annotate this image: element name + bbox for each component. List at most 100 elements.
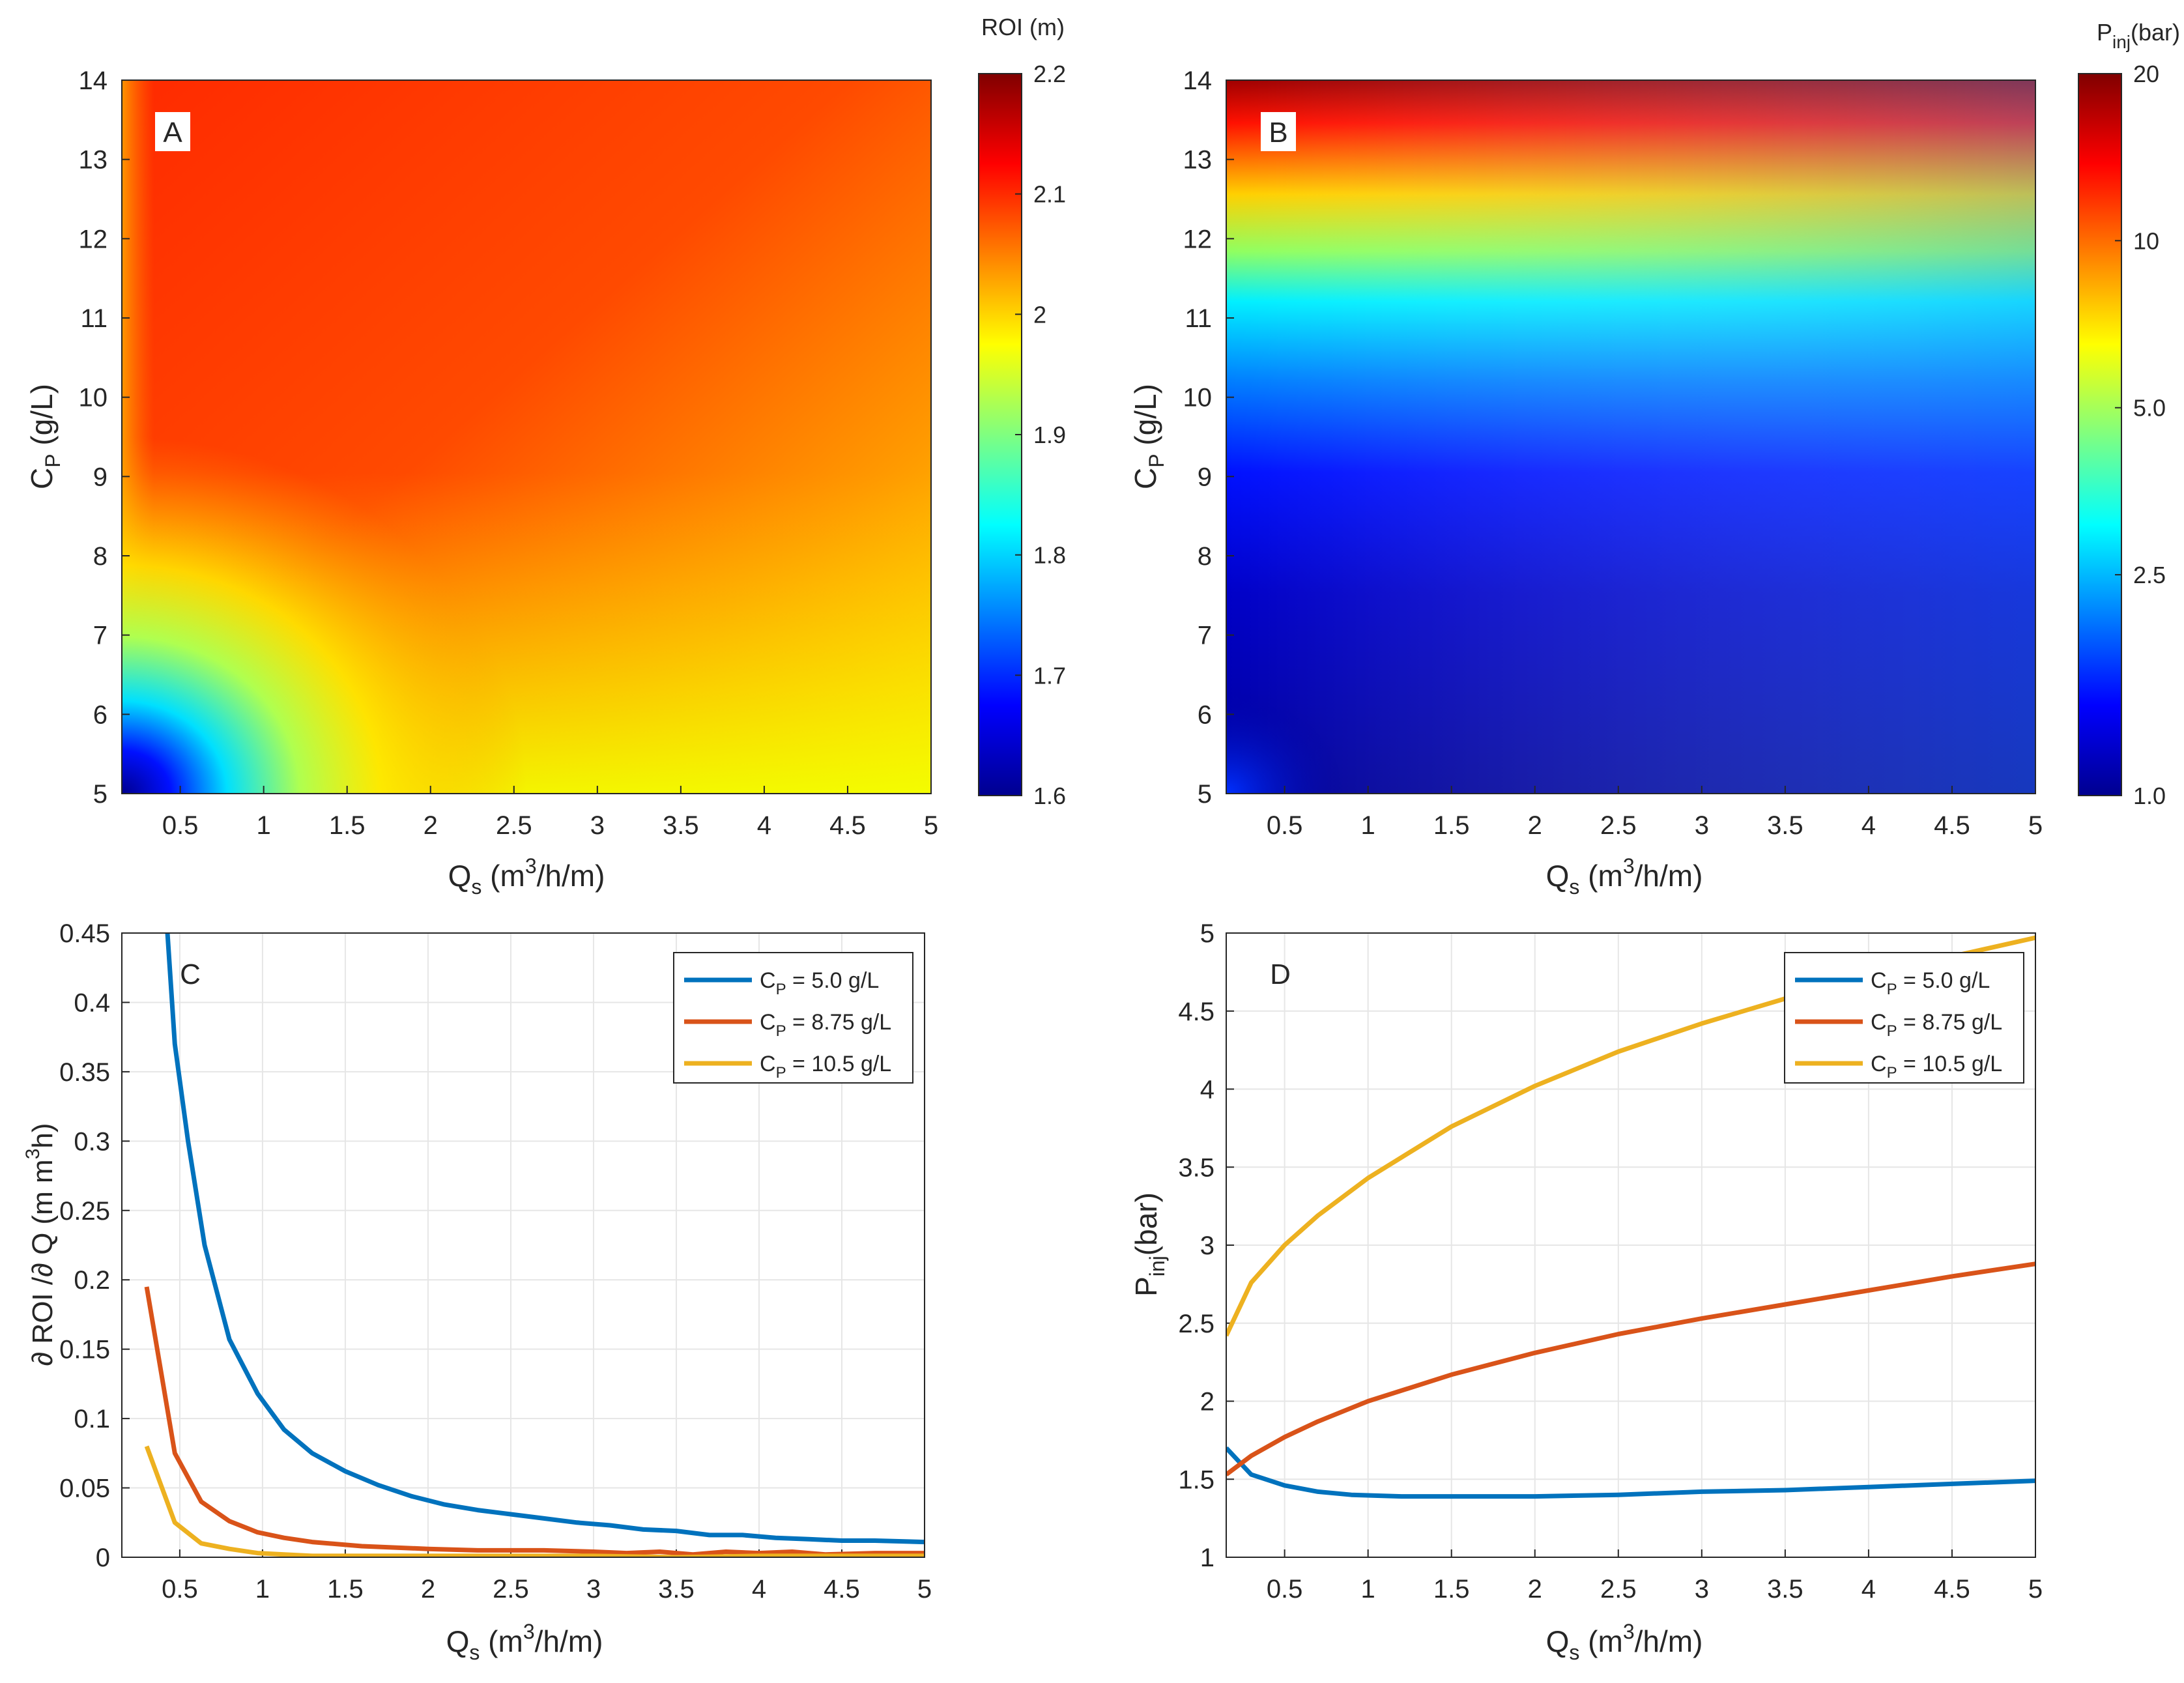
colorbar-b-tick-label: 2.5: [2133, 562, 2166, 588]
c-series-2: [144, 1445, 925, 1557]
colorbar-b-tick-label: 20: [2133, 61, 2159, 87]
a-ytick-label: 7: [93, 622, 108, 650]
colorbar-a-title: ROI (m): [981, 14, 1065, 40]
b-ytick-label: 13: [1183, 146, 1213, 175]
c-ytick-label: 0: [96, 1544, 110, 1572]
panel-label-b: B: [1261, 112, 1296, 151]
b-xtick-label: 3.5: [1767, 811, 1803, 840]
colorbar-a-tick-label: 2.1: [1033, 181, 1066, 208]
colorbar-a: [978, 73, 1022, 796]
ylabel-c: ∂ ROI /∂ Q (m m3h): [22, 1123, 59, 1366]
d-ytick-label: 2: [1200, 1388, 1214, 1417]
c-xtick-label: 3.5: [658, 1575, 695, 1604]
d-xtick-label: 2: [1528, 1575, 1542, 1604]
b-ytick-label: 10: [1183, 384, 1213, 412]
panel-label-c: C: [180, 958, 201, 990]
b-xtick-label: 2.5: [1600, 811, 1637, 840]
c-xtick-label: 0.5: [162, 1575, 198, 1604]
a-ytick-label: 10: [79, 384, 108, 412]
panel-d: 0.5 1 1.5 2 2.5 3 3.5 4 4.5 511.522.533.544.55 D …: [1129, 919, 2043, 1664]
a-ytick-label: 13: [79, 146, 108, 175]
panel-label-a-text: A: [163, 117, 182, 149]
b-ytick-label: 5: [1198, 780, 1212, 809]
d-xtick-label: 4.5: [1934, 1575, 1970, 1604]
colorbar-b-title: Pinj(bar): [2097, 19, 2180, 52]
b-xtick-label: 2: [1528, 811, 1542, 840]
d-legend-entry: CP = 5.0 g/L: [1871, 968, 1990, 998]
d-legend-entry: CP = 8.75 g/L: [1871, 1010, 2002, 1040]
a-xtick-label: 2: [424, 811, 438, 840]
c-series-0: [165, 933, 925, 1545]
xlabel-d: Qs (m3/h/m): [1546, 1620, 1703, 1664]
a-xtick-label: 4: [757, 811, 771, 840]
c-legend-entry: CP = 8.75 g/L: [760, 1010, 891, 1040]
d-xtick-label: 2.5: [1600, 1575, 1637, 1604]
c-series-1: [144, 1286, 925, 1557]
c-legend-entry: CP = 10.5 g/L: [760, 1052, 891, 1082]
b-xtick-label: 4.5: [1934, 811, 1970, 840]
a-xtick-label: 3: [590, 811, 605, 840]
c-xtick-label: 3: [586, 1575, 601, 1604]
colorbar-b-tick-label: 5.0: [2133, 395, 2166, 422]
panel-a: 0.5 1 1.5 2 2.5 3 3.5 4 4.5 5 5 6 7 8 9 10 11 12 13 14 A Qs…: [25, 14, 1066, 899]
c-ytick-label: 0.15: [59, 1336, 110, 1364]
c-xtick-label: 4: [752, 1575, 766, 1604]
c-ytick-label: 0.4: [74, 988, 110, 1017]
a-ytick-label: 8: [93, 542, 108, 571]
legend-d: CP = 5.0 g/L CP = 8.75 g/L CP = 10.5 g/L: [1784, 952, 2024, 1084]
a-xtick-label: 3.5: [663, 811, 699, 840]
a-ytick-label: 9: [93, 463, 108, 491]
xlabel-b: Qs (m3/h/m): [1546, 854, 1703, 899]
axes-box-c: [121, 932, 925, 1558]
d-xtick-label: 1: [1361, 1575, 1375, 1604]
a-xtick-label: 0.5: [162, 811, 199, 840]
colorbar-a-tick-label: 1.6: [1033, 783, 1066, 809]
a-ytick-label: 14: [79, 66, 108, 95]
d-ytick-label: 1.5: [1178, 1465, 1214, 1494]
b-xtick-label: 3: [1695, 811, 1709, 840]
c-xtick-label: 1.5: [327, 1575, 364, 1604]
b-ytick-label: 12: [1183, 225, 1213, 253]
a-xtick-label: 4.5: [829, 811, 866, 840]
c-ytick-label: 0.35: [59, 1058, 110, 1087]
a-ytick-label: 6: [93, 700, 108, 729]
d-series-1: [1226, 1261, 2035, 1476]
ylabel-d: Pinj(bar): [1129, 1192, 1169, 1297]
colorbar-b-tick-label: 1.0: [2133, 783, 2166, 809]
colorbar-b: [2078, 73, 2122, 796]
a-xtick-label: 5: [924, 811, 938, 840]
d-xtick-label: 5: [2028, 1575, 2043, 1604]
b-xtick-label: 4: [1861, 811, 1876, 840]
xlabel-c: Qs (m3/h/m): [446, 1620, 603, 1664]
b-xtick-label: 1.5: [1433, 811, 1470, 840]
d-ytick-label: 3.5: [1178, 1153, 1214, 1182]
d-xtick-label: 3: [1695, 1575, 1709, 1604]
c-ytick-label: 0.45: [59, 919, 110, 948]
d-ytick-label: 1: [1200, 1544, 1214, 1572]
heatmap-b-corner: [1226, 80, 2035, 794]
d-series-0: [1226, 1446, 2035, 1499]
panel-label-b-text: B: [1269, 117, 1287, 149]
c-xtick-label: 2.5: [493, 1575, 529, 1604]
colorbar-a-tick-label: 2: [1033, 301, 1046, 328]
d-ytick-label: 5: [1200, 919, 1214, 948]
panel-label-a: A: [155, 112, 190, 151]
xlabel-a: Qs (m3/h/m): [448, 854, 605, 899]
legend-c: CP = 5.0 g/L CP = 8.75 g/L CP = 10.5 g/L: [673, 952, 913, 1084]
d-legend-entry: CP = 10.5 g/L: [1871, 1052, 2002, 1082]
c-ytick-label: 0.1: [74, 1405, 110, 1433]
ylabel-a: CP (g/L): [25, 384, 65, 489]
b-ytick-label: 7: [1198, 622, 1212, 650]
panel-label-d: D: [1270, 958, 1291, 990]
c-ytick-label: 0.2: [74, 1266, 110, 1295]
d-xtick-label: 1.5: [1433, 1575, 1470, 1604]
b-xtick-label: 5: [2028, 811, 2043, 840]
colorbar-a-tick-label: 1.9: [1033, 422, 1066, 448]
axes-box-d: [1226, 932, 2036, 1558]
colorbar-a-tick-label: 2.2: [1033, 61, 1066, 87]
a-ytick-label: 12: [79, 225, 108, 253]
a-xtick-label: 1: [257, 811, 271, 840]
c-xtick-label: 4.5: [824, 1575, 860, 1604]
d-ytick-label: 2.5: [1178, 1310, 1214, 1338]
